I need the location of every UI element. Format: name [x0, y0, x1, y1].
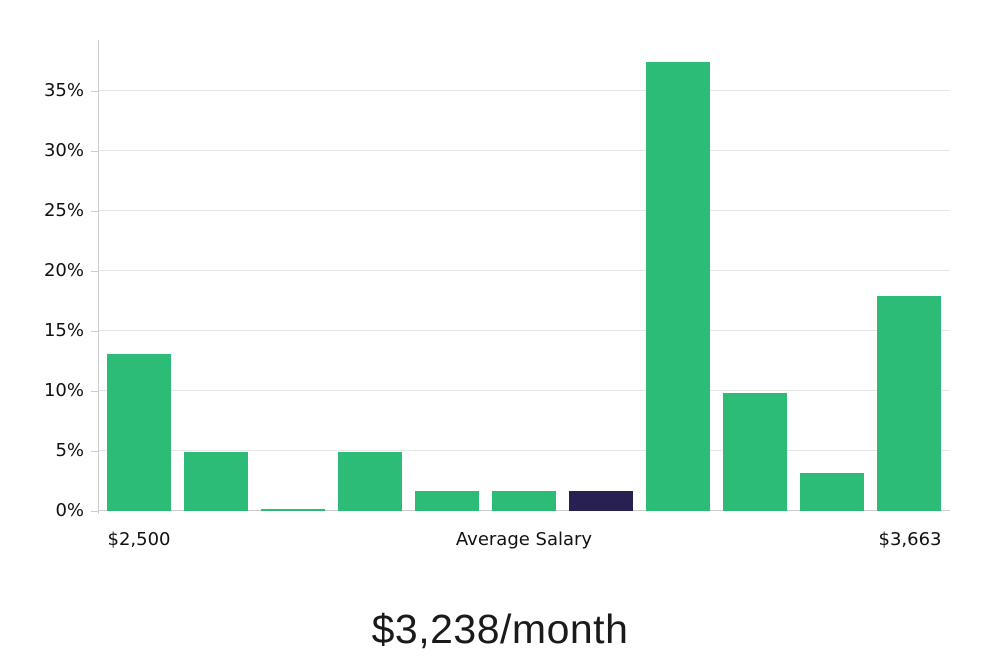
gridline [99, 390, 950, 391]
gridline [99, 330, 950, 331]
y-axis-tick-label: 0% [55, 500, 84, 521]
x-axis-label-average-salary: Average Salary [455, 529, 593, 550]
y-axis-tick [91, 211, 99, 212]
y-axis-tick [91, 451, 99, 452]
gridline [99, 90, 950, 91]
y-axis-tick-label: 10% [43, 380, 84, 401]
y-axis-tick-label: 20% [43, 260, 84, 281]
y-axis-tick-label: 25% [43, 200, 84, 221]
bar [646, 62, 710, 511]
gridline [99, 270, 950, 271]
y-axis-tick [91, 331, 99, 332]
y-axis-tick [91, 271, 99, 272]
gridline [99, 150, 950, 151]
bar-average-salary-highlight [569, 490, 633, 511]
y-axis-line [98, 40, 99, 514]
bar [415, 490, 479, 511]
bar [184, 452, 248, 511]
bar [723, 393, 787, 511]
bar [877, 296, 941, 511]
plot-area [99, 40, 950, 511]
x-axis-label-min: $2,500 [107, 529, 171, 550]
bar [800, 472, 864, 511]
bar [261, 509, 325, 511]
x-axis-label-max: $3,663 [878, 529, 942, 550]
y-axis-tick [91, 151, 99, 152]
bar [338, 452, 402, 511]
y-axis-tick-label: 5% [55, 440, 84, 461]
bar [492, 490, 556, 511]
average-salary-title: $3,238/month [371, 606, 629, 652]
y-axis-tick-label: 35% [43, 80, 84, 101]
y-axis-tick-label: 30% [43, 140, 84, 161]
bar [107, 353, 171, 511]
y-axis-tick [91, 511, 99, 512]
gridline [99, 210, 950, 211]
gridline [99, 450, 950, 451]
y-axis-tick-label: 15% [43, 320, 84, 341]
y-axis-tick [91, 91, 99, 92]
y-axis-tick [91, 391, 99, 392]
